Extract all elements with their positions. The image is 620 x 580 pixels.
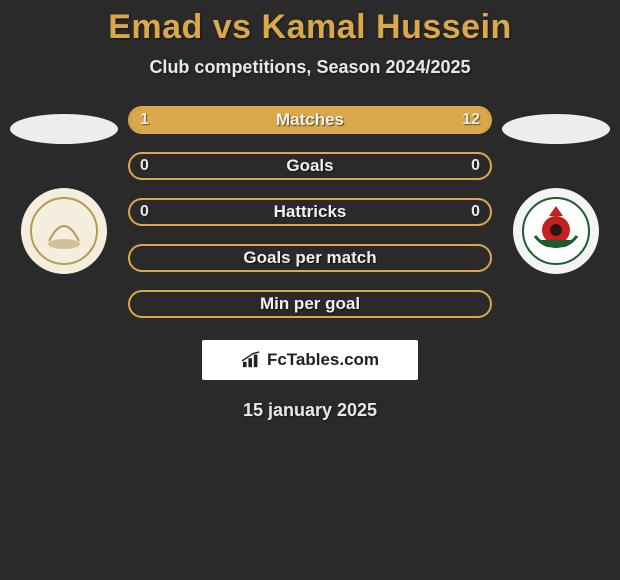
stat-bar: Hattricks0 0 (128, 198, 492, 226)
stat-bar-value-left: 1 (140, 111, 149, 129)
stat-bars: Matches112Goals00Hattricks00Goals per ma… (122, 106, 498, 318)
stat-bar-label: Goals (130, 156, 490, 176)
stat-bar-label: Hattricks (130, 202, 490, 222)
stat-bar: Goals per match (128, 244, 492, 272)
stat-bar-value-left: 0 (140, 203, 149, 221)
comparison-row: Matches112Goals00Hattricks00Goals per ma… (0, 106, 620, 318)
player-left-col (6, 106, 122, 274)
root: Emad vs Kamal Hussein Club competitions,… (0, 0, 620, 421)
brand-badge: FcTables.com (202, 340, 418, 380)
player-right-avatar (502, 114, 610, 144)
brand-chart-icon (241, 351, 263, 369)
player-left-avatar (10, 114, 118, 144)
stat-bar-value-right: 0 (471, 203, 480, 221)
stat-bar-label: Min per goal (130, 294, 490, 314)
snapshot-date: 15 january 2025 (0, 400, 620, 421)
club-left-logo (21, 188, 107, 274)
stat-bar-value-right: 12 (462, 111, 480, 129)
stat-bar: Min per goal (128, 290, 492, 318)
brand-name: FcTables.com (267, 350, 379, 370)
stat-bar: Matches112 (128, 106, 492, 134)
stat-bar-value-left: 0 (140, 157, 149, 175)
page-title: Emad vs Kamal Hussein (0, 8, 620, 47)
stat-bar-label: Goals per match (130, 248, 490, 268)
club-right-logo (513, 188, 599, 274)
club-left-emblem-icon (29, 196, 99, 266)
page-subtitle: Club competitions, Season 2024/2025 (0, 57, 620, 78)
player-right-col (498, 106, 614, 274)
club-right-emblem-icon (521, 196, 591, 266)
stat-bar: Goals0 0 (128, 152, 492, 180)
stat-bar-fill-right (159, 108, 490, 132)
stat-bar-value-right: 0 (471, 157, 480, 175)
